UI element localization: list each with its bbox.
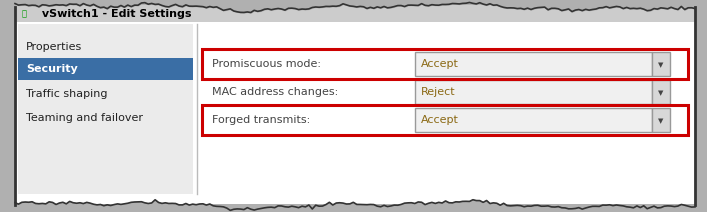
Text: Traffic shaping: Traffic shaping [26,89,107,99]
Bar [652,80,670,104]
Bar [415,80,652,104]
Text: Promiscuous mode:: Promiscuous mode: [212,59,321,69]
Text: Forged transmits:: Forged transmits: [212,115,310,125]
Text: Teaming and failover: Teaming and failover [26,113,143,123]
Bar [202,49,688,79]
Text: ▼: ▼ [658,118,664,124]
Bar [652,52,670,76]
Text: Accept: Accept [421,115,459,125]
Text: Accept: Accept [421,59,459,69]
Bar [15,5,695,22]
Text: ⬜: ⬜ [22,10,27,18]
Text: Reject: Reject [421,87,455,97]
Text: vSwitch1 - Edit Settings: vSwitch1 - Edit Settings [38,9,192,19]
Text: ▼: ▼ [658,90,664,96]
Bar [652,108,670,132]
Text: MAC address changes:: MAC address changes: [212,87,338,97]
Text: Security: Security [26,64,78,74]
Bar [415,52,652,76]
Bar [415,108,652,132]
Text: Properties: Properties [26,42,82,52]
Bar [18,24,193,194]
Text: ▼: ▼ [658,62,664,68]
Bar [202,105,688,135]
Bar [18,58,193,80]
